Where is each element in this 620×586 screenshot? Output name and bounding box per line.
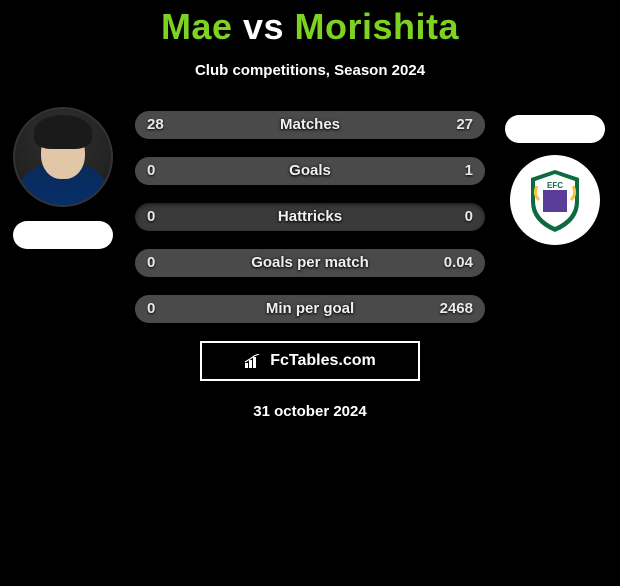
- stat-row: 00.04Goals per match: [135, 249, 485, 277]
- subtitle: Club competitions, Season 2024: [0, 62, 620, 79]
- player1-avatar: [13, 107, 113, 207]
- date-text: 31 october 2024: [0, 403, 620, 420]
- stat-label: Matches: [135, 111, 485, 139]
- player2-flag: [505, 115, 605, 143]
- player1-flag: [13, 221, 113, 249]
- stat-row: 00Hattricks: [135, 203, 485, 231]
- comparison-title: Mae vs Morishita: [0, 6, 620, 48]
- chart-icon: [244, 354, 264, 368]
- crest-icon: EFC: [519, 164, 591, 236]
- svg-text:EFC: EFC: [547, 181, 563, 190]
- stat-row: 01Goals: [135, 157, 485, 185]
- right-column: EFC: [500, 115, 610, 245]
- stat-label: Hattricks: [135, 203, 485, 231]
- avatar-hair: [34, 115, 92, 149]
- player2-name: Morishita: [295, 6, 460, 47]
- player2-crest: EFC: [510, 155, 600, 245]
- stat-label: Min per goal: [135, 295, 485, 323]
- stat-rows: 2827Matches 01Goals 00Hattricks 00.04Goals …: [135, 111, 485, 323]
- vs-separator: vs: [243, 6, 284, 47]
- stat-label: Goals per match: [135, 249, 485, 277]
- stat-row: 02468Min per goal: [135, 295, 485, 323]
- content-area: EFC 2827Matches 01Goals 00Hattricks 00.04Go…: [0, 111, 620, 420]
- branding-text: FcTables.com: [270, 352, 376, 370]
- player1-name: Mae: [161, 6, 233, 47]
- stat-row: 2827Matches: [135, 111, 485, 139]
- stat-label: Goals: [135, 157, 485, 185]
- branding-box: FcTables.com: [200, 341, 420, 381]
- left-column: [8, 107, 118, 249]
